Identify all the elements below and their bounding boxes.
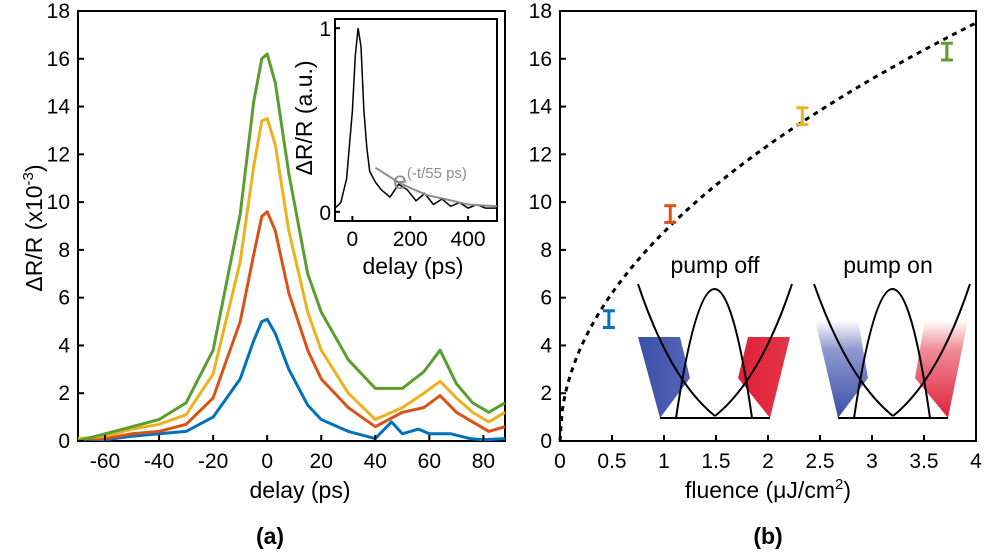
inset-fit-line [374,166,498,208]
panel-a-x-tick-label-4: 20 [310,450,333,473]
inset-fit-label-base: e [393,167,407,195]
panel-a-x-tick-label-2: -20 [198,450,228,473]
band-diagram-pump-on: pump on [813,252,971,419]
band-diagram-pump-off: pump off [637,252,793,419]
pump-on-band-lower-left [813,283,894,417]
panel-a-y-axis-label-main: ΔR/R (x10 [21,185,47,291]
panel-b-y-tick-label-8: 16 [529,48,552,71]
panel-b-x-ticks: 0 0.5 1 1.5 2 2.5 3 3.5 4 [554,435,982,473]
panel-b-point-1 [664,204,677,224]
panel-a-series-line-1 [78,210,506,441]
panel-b-x-tick-label-4: 2 [762,450,774,473]
inset-x-axis-label: delay (ps) [363,253,464,279]
pump-on-band-upper [853,288,931,419]
panel-a-series-line-3 [77,52,506,443]
inset-y-axis-label: ΔR/R (a.u.) [291,60,317,175]
panel-a-x-tick-label-0: -60 [90,450,120,473]
panel-a-tag: (a) [256,523,284,549]
panel-b-x-tick-label-5: 2.5 [805,450,834,473]
panel-a-y-axis-label-close: ) [21,164,47,172]
panel-b-y-tick-label-7: 14 [529,96,553,119]
panel-a-y-axis-label: ΔR/R (x10-3) [20,164,47,291]
panel-b-y-tick-label-5: 10 [529,191,552,214]
panel-b-x-axis-label-close: ) [843,477,851,503]
panel-a-y-ticks: 0 2 4 6 8 10 12 14 16 18 [47,0,84,453]
panel-b-x-tick-label-6: 3 [866,450,878,473]
panel-b-x-tick-label-0: 0 [554,450,566,473]
panel-a-y-tick-label-7: 14 [47,96,71,119]
pump-off-band-lower-left [637,283,716,417]
panel-a-y-tick-label-0: 0 [58,430,70,453]
panel-b-data-points [602,41,953,330]
panel-b-y-ticks: 0 2 4 6 8 10 12 14 16 18 [529,0,566,453]
panel-b-x-axis-label-main: fluence (μJ/cm [685,477,835,503]
inset-y-tick-label-0: 0 [319,202,331,225]
inset-fit-label: e(-t/55 ps) [393,165,467,195]
panel-b-y-tick-label-4: 8 [540,239,552,262]
pump-on-red-fill [915,320,968,418]
panel-a-y-tick-label-9: 18 [47,0,70,23]
pump-on-blue-fill [815,320,868,418]
panel-b-chart: pump off pump on 0 0.5 1 1.5 2 2.5 3 3.5 4 02468… [529,0,983,549]
panel-a-x-tick-label-6: 60 [418,450,441,473]
panel-b-tag: (b) [753,523,782,549]
panel-a-y-axis-label-exp: -3 [20,172,37,185]
panel-a-series-group [77,52,506,443]
panel-b-y-tick-label-1: 2 [540,382,552,405]
pump-off-label: pump off [670,252,760,278]
panel-b-y-tick-label-3: 6 [540,287,552,310]
panel-a-plot-frame [77,10,506,442]
panel-a-y-tick-label-5: 10 [47,191,70,214]
pump-off-blue-fill [638,337,690,418]
panel-a-y-tick-label-1: 2 [58,382,70,405]
panel-a-inset-chart: 0 200 400 01 delay (ps) ΔR/R (a.u.) e(-t/5… [291,18,498,279]
inset-y-ticks: 01 [319,18,340,225]
panel-b-y-tick-label-2: 4 [540,334,552,357]
pump-off-band-upper [675,288,753,419]
panel-a-x-axis-label: delay (ps) [250,477,351,503]
pump-on-label: pump on [843,252,933,278]
pump-off-red-fill [738,337,790,418]
panel-b-point-2 [796,106,809,126]
panel-a-series-line-2 [77,117,506,441]
panel-a-y-tick-label-6: 12 [47,143,70,166]
panel-b-x-tick-label-1: 0.5 [597,450,626,473]
inset-x-tick-label-0: 0 [347,228,359,251]
panel-a-y-tick-label-2: 4 [58,334,70,357]
inset-x-tick-label-1: 200 [393,228,428,251]
pump-on-band-lower-right [892,283,971,417]
panel-a-x-tick-label-3: 0 [261,450,273,473]
inset-x-tick-label-2: 400 [451,228,486,251]
inset-y-tick-label-1: 1 [319,18,331,41]
panel-b-x-tick-label-8: 4 [970,450,982,473]
panel-b-point-0 [602,309,615,330]
inset-x-ticks: 0 200 400 [347,216,486,251]
panel-b-x-tick-label-3: 1.5 [701,450,730,473]
panel-a-x-tick-label-5: 40 [364,450,387,473]
panel-b-x-axis-label-exp: 2 [835,476,843,493]
panel-b-x-tick-label-2: 1 [658,450,670,473]
panel-b-y-tick-label-6: 12 [529,143,552,166]
panel-a-series-line-0 [77,317,506,442]
panel-a-y-tick-label-4: 8 [58,239,70,262]
inset-fit-label-exp: (-t/55 ps) [407,165,467,182]
panel-a-x-ticks: -60 -40 -20 0 20 40 60 80 [90,435,495,473]
panel-a-y-tick-label-8: 16 [47,48,70,71]
panel-b-y-tick-label-0: 0 [540,430,552,453]
panel-a-x-tick-label-1: -40 [144,450,174,473]
inset-series-group [334,28,498,209]
panel-b-point-3 [940,41,953,62]
panel-b-y-tick-label-9: 18 [529,0,552,23]
panel-b-x-axis-label: fluence (μJ/cm2) [685,476,851,503]
panel-b-x-tick-label-7: 3.5 [909,450,938,473]
pump-off-band-lower-right [714,283,793,417]
panel-a-x-tick-label-7: 80 [472,450,495,473]
panel-a-y-tick-label-3: 6 [58,287,70,310]
